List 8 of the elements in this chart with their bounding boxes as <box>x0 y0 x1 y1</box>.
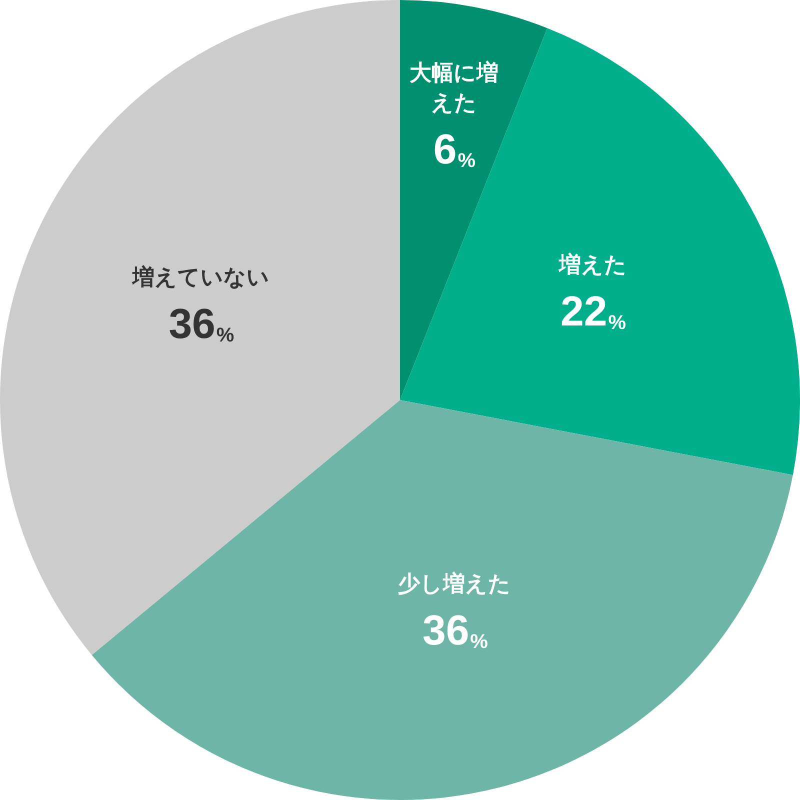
data-label: 36% <box>168 300 234 347</box>
data-label: 36% <box>422 606 488 654</box>
data-label: 22% <box>560 288 626 335</box>
data-label: 6% <box>433 126 476 173</box>
slice-label: 増えていない <box>131 264 270 290</box>
slice-label: 少し増えた <box>398 571 512 596</box>
slice-label: 大幅に増えた <box>409 60 498 116</box>
slice-label: 増えた <box>558 252 627 278</box>
